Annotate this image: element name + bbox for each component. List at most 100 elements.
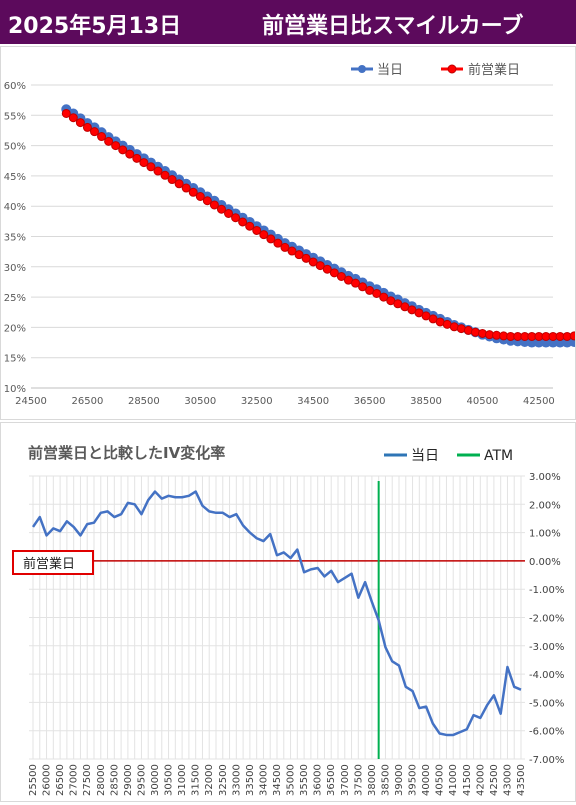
data-point	[195, 192, 205, 202]
reference-label-box: 前営業日	[12, 550, 94, 575]
data-point	[308, 257, 318, 267]
x-tick-label: 34500	[297, 396, 329, 407]
y-tick-label: 45%	[4, 172, 26, 183]
legend-today-label: 当日	[411, 448, 439, 464]
y-tick-label: 30%	[4, 263, 26, 274]
series-prev	[61, 108, 576, 341]
x-tick-label: 32500	[218, 764, 229, 796]
data-point	[266, 234, 276, 244]
legend: 当日 前営業日	[351, 62, 520, 78]
y-tick-label: 0.00%	[529, 557, 561, 568]
reference-label-frame	[12, 550, 94, 575]
series-line	[31, 490, 522, 737]
x-tick-label: 34000	[258, 764, 269, 796]
data-point	[224, 208, 234, 218]
data-point	[273, 238, 283, 248]
legend-prev-marker	[447, 64, 457, 74]
x-tick-label: 24500	[15, 396, 47, 407]
x-tick-label: 42000	[475, 764, 486, 796]
smile-curve-chart: 10%15%20%25%30%35%40%45%50%55%60% 24500 2…	[4, 62, 576, 407]
x-tick-label: 40000	[421, 764, 432, 796]
header-title: 前営業日比スマイルカーブ	[262, 14, 524, 39]
x-tick-label: 30000	[150, 764, 161, 796]
data-point	[61, 108, 71, 118]
data-point	[245, 221, 255, 231]
x-tick-label: 29500	[136, 764, 147, 796]
data-point	[89, 127, 99, 137]
data-point	[202, 196, 212, 206]
x-tick-label: 25500	[28, 764, 39, 796]
data-point	[280, 242, 290, 252]
y-tick-label: 10%	[4, 384, 26, 395]
data-point	[111, 141, 121, 151]
data-point	[358, 282, 368, 292]
x-tick-label: 43500	[516, 764, 527, 796]
x-tick-label: 26500	[55, 764, 66, 796]
data-point	[167, 175, 177, 185]
data-point	[315, 261, 325, 271]
x-tick-label: 36500	[326, 764, 337, 796]
grid	[31, 84, 553, 389]
y-tick-label: 60%	[4, 81, 26, 92]
x-tick-label: 38000	[367, 764, 378, 796]
legend-today-marker	[358, 65, 366, 73]
x-tick-label: 39500	[408, 764, 419, 796]
data-point	[216, 204, 226, 214]
data-point	[75, 118, 85, 128]
data-point	[231, 213, 241, 223]
data-point	[97, 132, 107, 142]
y-tick-label: 40%	[4, 202, 26, 213]
x-tick-label: 35500	[299, 764, 310, 796]
data-point	[82, 122, 92, 132]
y-tick-label: -1.00%	[529, 585, 564, 596]
smile-curve-panel: 10% 15% 20% 25% 30% 35% 40% 45% 50% 55% 60% 24500 2…	[0, 46, 576, 420]
x-tick-label: 38500	[410, 396, 442, 407]
data-point	[174, 179, 184, 189]
reference-label: 前営業日	[23, 556, 75, 572]
y-tick-label: -3.00%	[529, 642, 564, 653]
x-tick-label: 26000	[42, 764, 53, 796]
data-point	[252, 225, 262, 235]
x-tick-label: 32500	[241, 396, 273, 407]
x-tick-label: 37000	[340, 764, 351, 796]
x-tick-label: 30500	[164, 764, 175, 796]
data-point	[209, 200, 219, 210]
y-tick-label: 35%	[4, 233, 26, 244]
x-tick-label: 37500	[353, 764, 364, 796]
series-today	[61, 104, 576, 348]
x-tick-label: 31500	[191, 764, 202, 796]
x-tick-label: 34500	[272, 764, 283, 796]
data-point	[188, 187, 198, 197]
legend: 当日 ATM	[384, 448, 513, 464]
x-tick-label: 28500	[128, 396, 160, 407]
x-tick-label: 28500	[109, 764, 120, 796]
data-point	[259, 230, 269, 240]
data-point	[118, 145, 128, 155]
data-point	[329, 268, 339, 278]
x-tick-label: 40500	[435, 764, 446, 796]
data-point	[238, 217, 248, 227]
x-tick-label: 31000	[177, 764, 188, 796]
x-tick-label: 33500	[245, 764, 256, 796]
x-tick-label: 29000	[123, 764, 134, 796]
data-point	[301, 253, 311, 263]
y-tick-labels: 10% 15% 20% 25% 30% 35% 40% 45% 50% 55% 60%	[4, 81, 26, 395]
data-point	[379, 292, 389, 302]
y-tick-label: -7.00%	[529, 755, 564, 766]
x-tick-label: 32000	[204, 764, 215, 796]
x-tick-label: 35000	[286, 764, 297, 796]
series-today	[31, 490, 522, 737]
y-tick-label: 50%	[4, 142, 26, 153]
y-tick-label: 15%	[4, 354, 26, 365]
x-tick-label: 41500	[462, 764, 473, 796]
x-tick-label: 41000	[448, 764, 459, 796]
data-point	[372, 288, 382, 298]
x-tick-label: 38500	[380, 764, 391, 796]
x-tick-label: 28000	[96, 764, 107, 796]
y-tick-label: 2.00%	[529, 500, 561, 511]
data-point	[104, 136, 114, 146]
grid	[29, 475, 525, 760]
data-point	[146, 162, 156, 172]
y-tick-label: 3.00%	[529, 472, 561, 483]
iv-change-chart: 前営業日と比較したIV変化率 3.00% 2.00% 1.00% 0.00% -1.00…	[12, 444, 564, 796]
